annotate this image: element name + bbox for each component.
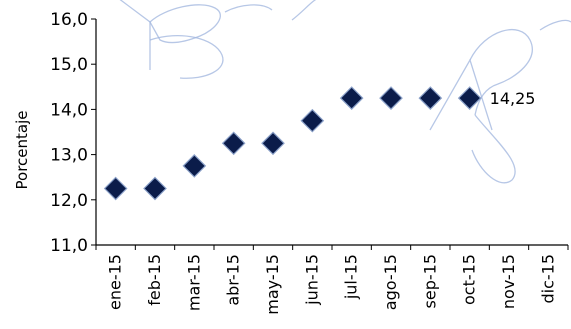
y-tick-label: 15,0 bbox=[50, 55, 88, 75]
x-axis: ene-15 feb-15 mar-15 abr-15 may-15 jun-15 jul-… bbox=[95, 244, 569, 315]
x-tick-label: nov-15 bbox=[499, 254, 518, 309]
data-point-marker bbox=[300, 108, 325, 133]
x-tick-label: abr-15 bbox=[224, 254, 243, 306]
x-tick-label: mar-15 bbox=[184, 254, 203, 311]
x-tick-label: jul-15 bbox=[342, 254, 361, 300]
data-point-marker bbox=[261, 131, 285, 156]
data-point-marker bbox=[379, 86, 403, 110]
watermark bbox=[119, 0, 571, 184]
y-axis: 11,0 12,0 13,0 14,0 15,0 16,0 bbox=[50, 10, 97, 256]
y-tick-label: 11,0 bbox=[50, 236, 88, 256]
data-point-marker bbox=[418, 86, 443, 110]
x-tick-label: ago-15 bbox=[381, 254, 400, 310]
data-point-marker bbox=[339, 86, 364, 110]
x-tick-label: ene-15 bbox=[106, 254, 125, 310]
y-axis-title: Porcentaje bbox=[13, 111, 31, 190]
x-tick-label: jun-15 bbox=[302, 254, 321, 306]
plot-area: 14,25 bbox=[103, 86, 536, 201]
data-point-marker bbox=[221, 131, 246, 156]
data-point-marker bbox=[182, 154, 207, 178]
y-tick-label: 14,0 bbox=[50, 100, 88, 120]
data-point-marker bbox=[103, 176, 128, 201]
x-tick-label: oct-15 bbox=[460, 254, 479, 305]
x-tick-label: sep-15 bbox=[420, 254, 439, 308]
x-tick-label: dic-15 bbox=[538, 254, 557, 304]
y-tick-label: 16,0 bbox=[50, 10, 88, 30]
data-label: 14,25 bbox=[490, 89, 536, 108]
data-point-marker bbox=[143, 176, 167, 201]
y-tick-label: 13,0 bbox=[50, 146, 88, 166]
x-tick-label: may-15 bbox=[263, 254, 282, 315]
y-tick-label: 12,0 bbox=[50, 191, 88, 211]
data-point-marker bbox=[457, 86, 482, 110]
x-tick-label: feb-15 bbox=[145, 254, 164, 306]
